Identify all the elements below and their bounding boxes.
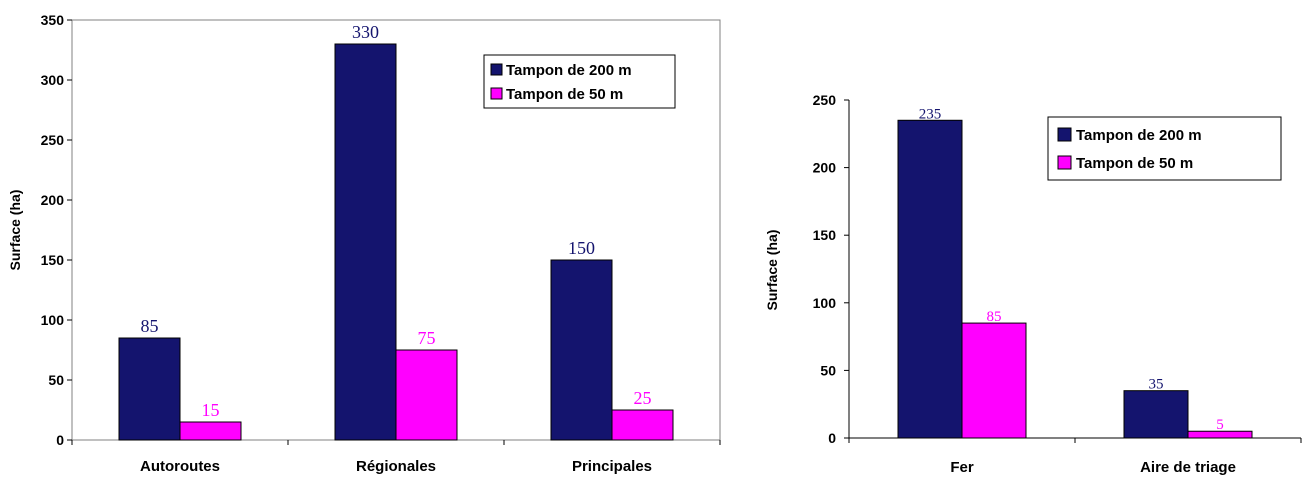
y-tick-label: 100 (41, 312, 65, 328)
y-tick-label: 50 (820, 362, 836, 378)
bars-group: 235 85 35 5 (897, 106, 1253, 439)
category-label: Aire de triage (1140, 459, 1236, 476)
y-axis-label: Surface (ha) (7, 190, 23, 271)
y-tick-label: 350 (41, 12, 65, 28)
y-tick-label: 0 (828, 430, 836, 446)
legend: Tampon de 200 m Tampon de 50 m (483, 54, 676, 109)
chart-rail-buffers: 235 85 35 5 0 50 100 150 200 250 Fer Aire de triag… (764, 92, 1302, 476)
bar (897, 119, 963, 439)
legend: Tampon de 200 m Tampon de 50 m (1047, 116, 1282, 181)
legend-swatch-50m (490, 87, 503, 100)
legend-label-200m: Tampon de 200 m (1076, 127, 1202, 144)
legend-box (1047, 116, 1282, 181)
chart-road-buffers: 85 15 330 75 150 25 0 50 100 150 200 250 300 350 Auto… (7, 12, 721, 475)
bars-group: 85 15 330 75 150 25 (118, 22, 674, 441)
data-label: 15 (202, 400, 220, 420)
bar (1123, 390, 1189, 439)
category-label: Régionales (356, 458, 436, 475)
y-tick-label: 0 (56, 432, 64, 448)
data-label: 25 (634, 388, 652, 408)
bar (334, 43, 397, 441)
y-tick-label: 150 (41, 252, 65, 268)
data-label: 330 (352, 22, 379, 42)
axes-group: 0 50 100 150 200 250 Fer Aire de triage (813, 92, 1302, 476)
category-label: Principales (572, 458, 652, 475)
data-label: 5 (1216, 417, 1224, 433)
y-tick-label: 50 (48, 372, 64, 388)
y-tick-label: 250 (41, 132, 65, 148)
bar (118, 337, 181, 441)
data-label: 150 (568, 238, 595, 258)
y-tick-label: 200 (813, 160, 837, 176)
y-tick-label: 250 (813, 92, 837, 108)
bar (611, 409, 674, 441)
data-label: 35 (1149, 377, 1164, 393)
legend-label-50m: Tampon de 50 m (1076, 155, 1193, 172)
y-tick-label: 100 (813, 295, 837, 311)
bar (179, 421, 242, 441)
data-label: 235 (919, 106, 942, 122)
bar (395, 349, 458, 441)
y-axis-label: Surface (ha) (764, 230, 780, 311)
y-tick-label: 200 (41, 192, 65, 208)
category-label: Autoroutes (140, 458, 220, 475)
data-label: 75 (418, 328, 436, 348)
bar (961, 322, 1027, 439)
legend-box (483, 54, 676, 109)
y-tick-label: 300 (41, 72, 65, 88)
legend-swatch-200m (490, 63, 503, 76)
legend-label-50m: Tampon de 50 m (506, 86, 623, 103)
bar (550, 259, 613, 441)
legend-swatch-200m (1057, 127, 1072, 142)
y-tick-label: 150 (813, 227, 837, 243)
axes-group: 0 50 100 150 200 250 300 350 Autoroutes Régionale… (41, 12, 721, 475)
category-label: Fer (950, 459, 974, 476)
data-label: 85 (141, 316, 159, 336)
legend-label-200m: Tampon de 200 m (506, 62, 632, 79)
data-label: 85 (987, 309, 1002, 325)
legend-swatch-50m (1057, 155, 1072, 170)
